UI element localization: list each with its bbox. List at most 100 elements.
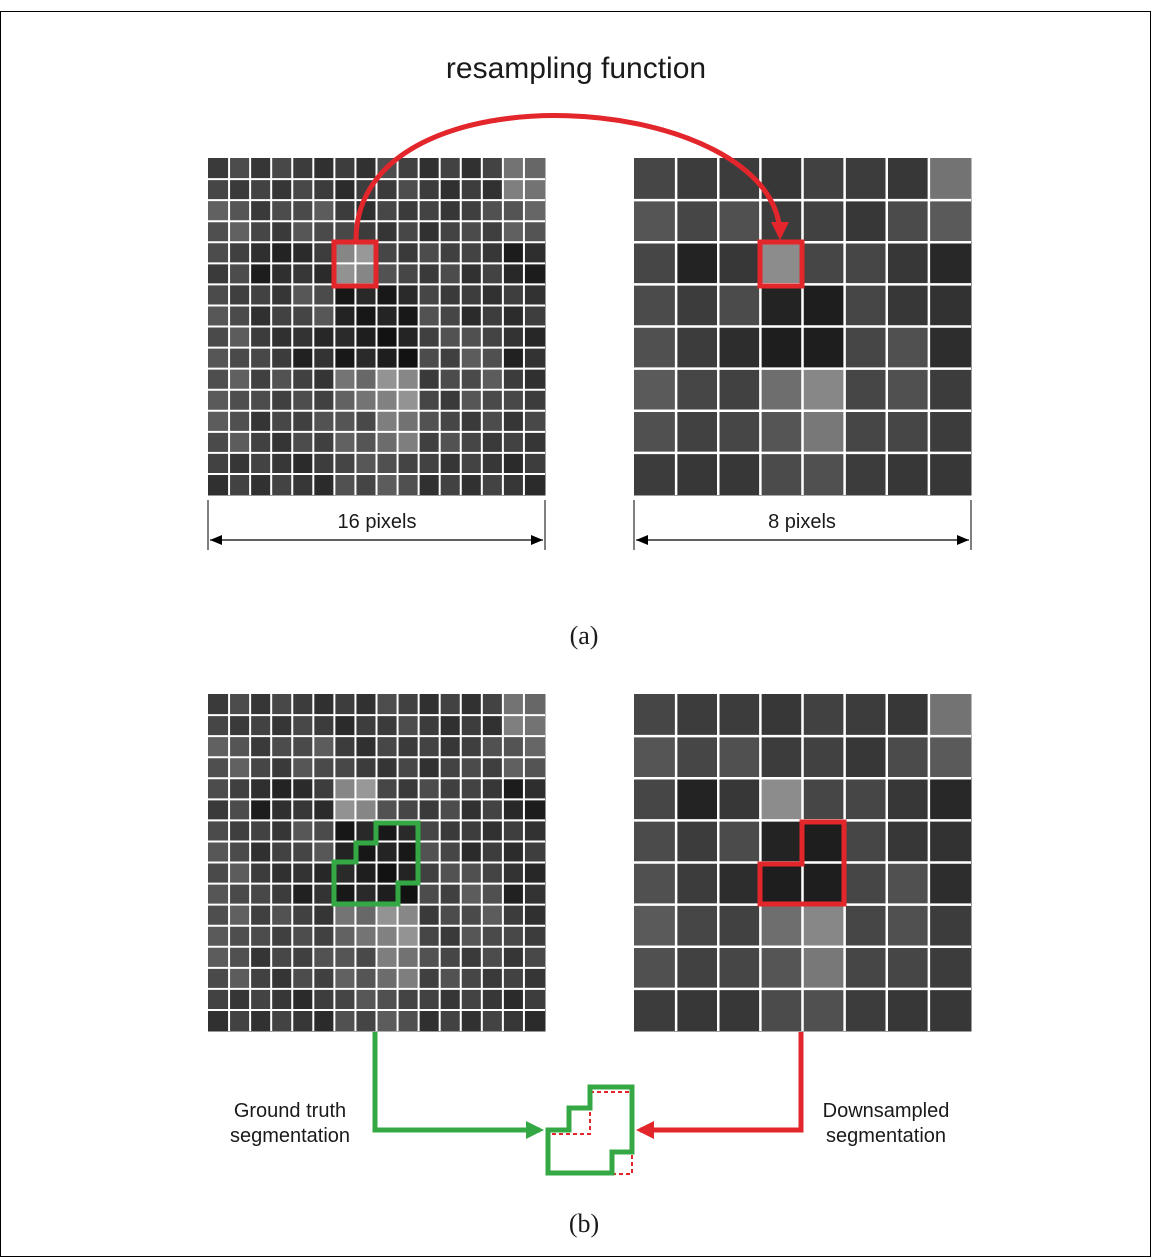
pixel-cell bbox=[271, 988, 293, 1011]
pixel-cell bbox=[802, 904, 846, 948]
pixel-cell bbox=[355, 368, 377, 391]
pixel-cell bbox=[271, 158, 293, 180]
pixel-cell bbox=[334, 368, 356, 391]
pixel-cell bbox=[334, 883, 356, 906]
pixel-cell bbox=[397, 263, 420, 285]
pixel-cell bbox=[229, 967, 251, 990]
pixel-cell bbox=[355, 305, 377, 327]
pixel-cell bbox=[439, 862, 462, 885]
pixel-cell bbox=[460, 305, 483, 327]
pixel-cell bbox=[271, 799, 293, 821]
pixel-cell bbox=[718, 988, 761, 1032]
pixel-cell bbox=[760, 410, 803, 454]
pixel-cell bbox=[271, 242, 293, 264]
pixel-cell bbox=[460, 694, 483, 716]
pixel-cell bbox=[523, 200, 546, 222]
pixel-cell bbox=[229, 242, 251, 264]
pixel-cell bbox=[418, 452, 441, 475]
pixel-cell bbox=[397, 452, 420, 475]
pixel-cell bbox=[376, 988, 399, 1011]
pixel-cell bbox=[376, 473, 399, 496]
pixel-cell bbox=[229, 715, 251, 737]
pixel-cell bbox=[502, 431, 525, 454]
pixel-cell bbox=[355, 284, 377, 306]
pixel-cell bbox=[928, 694, 972, 737]
pixel-cell bbox=[355, 967, 377, 990]
pixel-cell bbox=[886, 368, 930, 412]
pixel-cell bbox=[250, 473, 272, 496]
pixel-cell bbox=[208, 305, 230, 327]
pixel-cell bbox=[460, 242, 483, 264]
pixel-cell bbox=[502, 347, 525, 370]
pixel-cell bbox=[397, 410, 420, 433]
pixel-cell bbox=[460, 158, 483, 180]
pixel-cell bbox=[523, 1009, 546, 1032]
pixel-cell bbox=[208, 1009, 230, 1032]
pixel-cell bbox=[376, 305, 399, 327]
pixel-cell bbox=[502, 883, 525, 906]
pixel-cell bbox=[292, 221, 314, 243]
pixel-cell bbox=[376, 715, 399, 737]
pixel-cell bbox=[229, 326, 251, 349]
pixel-cell bbox=[886, 200, 930, 243]
pixel-cell bbox=[355, 883, 377, 906]
pixel-cell bbox=[886, 452, 930, 496]
pixel-cell bbox=[634, 988, 677, 1032]
pixel-cell bbox=[229, 757, 251, 779]
pixel-cell bbox=[397, 242, 420, 264]
pixel-cell bbox=[802, 820, 846, 863]
pixel-cell bbox=[355, 946, 377, 969]
pixel-cell bbox=[418, 715, 441, 737]
pixel-cell bbox=[502, 410, 525, 433]
pixel-cell bbox=[292, 284, 314, 306]
pixel-cell bbox=[334, 988, 356, 1011]
pixel-cell bbox=[250, 862, 272, 885]
pixel-cell bbox=[418, 946, 441, 969]
pixel-cell bbox=[928, 862, 972, 906]
pixel-cell bbox=[523, 883, 546, 906]
image-16x16-panel-a bbox=[208, 158, 546, 496]
pixel-cell bbox=[271, 410, 293, 433]
pixel-cell bbox=[928, 284, 972, 327]
pixel-cell bbox=[397, 200, 420, 222]
image-8x8-panel-b bbox=[634, 694, 972, 1032]
pixel-cell bbox=[334, 715, 356, 737]
pixel-cell bbox=[760, 694, 803, 737]
pixel-cell bbox=[292, 326, 314, 349]
pixel-cell bbox=[292, 158, 314, 180]
pixel-cell bbox=[439, 305, 462, 327]
pixel-cell bbox=[418, 305, 441, 327]
pixel-cell bbox=[208, 757, 230, 779]
pixel-cell bbox=[523, 347, 546, 370]
pixel-cell bbox=[502, 221, 525, 243]
pixel-cell bbox=[844, 242, 888, 285]
pixel-cell bbox=[229, 736, 251, 758]
pixel-cell bbox=[271, 862, 293, 885]
pixel-cell bbox=[334, 925, 356, 948]
pixel-cell bbox=[397, 368, 420, 391]
pixel-cell bbox=[271, 778, 293, 800]
pixel-cell bbox=[886, 694, 930, 737]
pixel-cell bbox=[292, 368, 314, 391]
downsampled-label-line1: Downsampled bbox=[823, 1100, 950, 1122]
pixel-cell bbox=[439, 820, 462, 842]
dimension-label-8: 8 pixels bbox=[768, 511, 836, 533]
pixel-cell bbox=[502, 694, 525, 716]
pixel-cell bbox=[502, 820, 525, 842]
pixel-cell bbox=[439, 925, 462, 948]
pixel-cell bbox=[208, 179, 230, 201]
pixel-cell bbox=[292, 200, 314, 222]
pixel-cell bbox=[502, 305, 525, 327]
pixel-cell bbox=[844, 946, 888, 990]
pixel-cell bbox=[502, 715, 525, 737]
pixel-cell bbox=[760, 284, 803, 327]
pixel-cell bbox=[802, 368, 846, 412]
pixel-cell bbox=[271, 305, 293, 327]
pixel-cell bbox=[481, 862, 504, 885]
pixel-cell bbox=[481, 473, 504, 496]
pixel-cell bbox=[460, 410, 483, 433]
pixel-cell bbox=[718, 326, 761, 370]
pixel-cell bbox=[928, 778, 972, 821]
pixel-cell bbox=[928, 452, 972, 496]
